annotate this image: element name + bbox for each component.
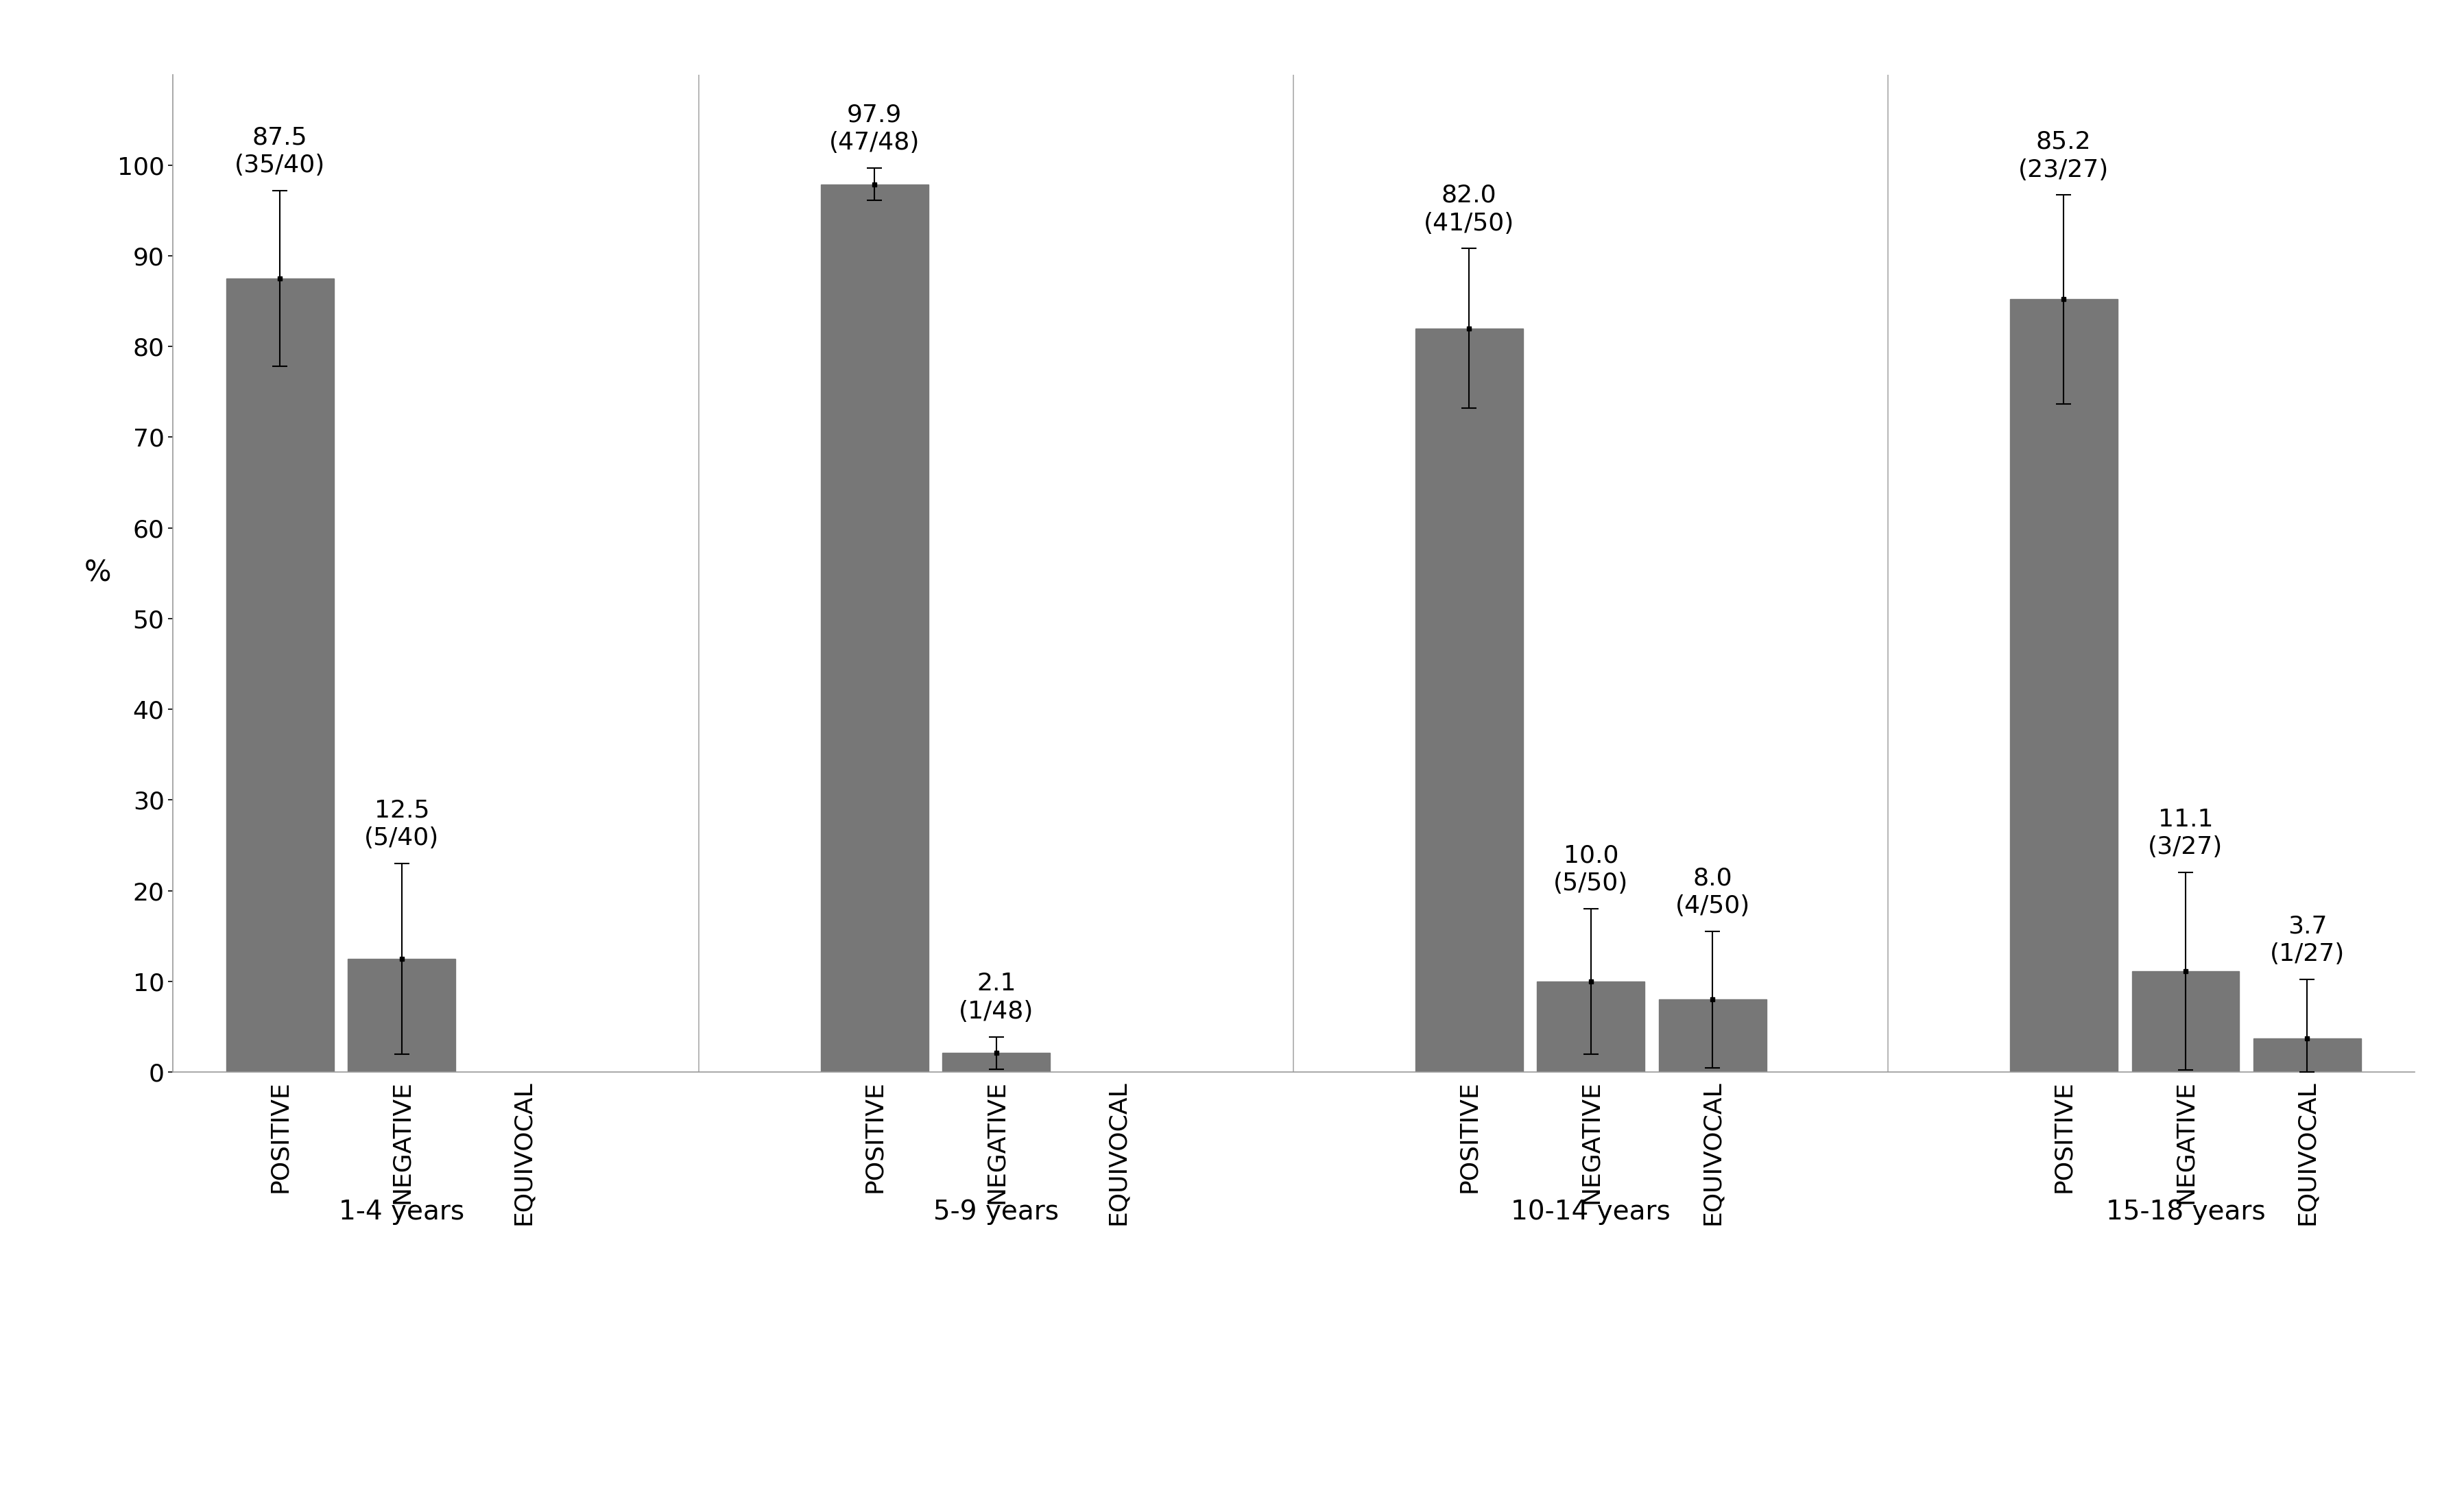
Text: 10-14 years: 10-14 years xyxy=(1510,1199,1671,1225)
Bar xyxy=(1538,981,1643,1072)
Text: 11.1
(3/27): 11.1 (3/27) xyxy=(2149,807,2223,859)
Text: 3.7
(1/27): 3.7 (1/27) xyxy=(2269,914,2346,966)
Bar xyxy=(2131,971,2240,1072)
Text: 82.0
(41/50): 82.0 (41/50) xyxy=(1424,183,1515,235)
Text: 87.5
(35/40): 87.5 (35/40) xyxy=(234,125,325,177)
Y-axis label: %: % xyxy=(84,558,111,588)
Bar xyxy=(227,278,333,1072)
Bar xyxy=(347,959,456,1072)
Text: 2.1
(1/48): 2.1 (1/48) xyxy=(958,972,1035,1023)
Text: 10.0
(5/50): 10.0 (5/50) xyxy=(1552,844,1629,895)
Bar xyxy=(1414,329,1523,1072)
Text: 5-9 years: 5-9 years xyxy=(934,1199,1060,1225)
Text: 1-4 years: 1-4 years xyxy=(340,1199,466,1225)
Text: 97.9
(47/48): 97.9 (47/48) xyxy=(828,103,919,155)
Text: 12.5
(5/40): 12.5 (5/40) xyxy=(365,798,439,850)
Bar xyxy=(2255,1038,2361,1072)
Text: 8.0
(4/50): 8.0 (4/50) xyxy=(1676,867,1749,917)
Text: 15-18 years: 15-18 years xyxy=(2107,1199,2264,1225)
Text: 85.2
(23/27): 85.2 (23/27) xyxy=(2018,130,2109,182)
Bar xyxy=(1658,999,1767,1072)
Bar xyxy=(821,185,929,1072)
Bar xyxy=(2011,299,2117,1072)
Bar xyxy=(944,1053,1050,1072)
